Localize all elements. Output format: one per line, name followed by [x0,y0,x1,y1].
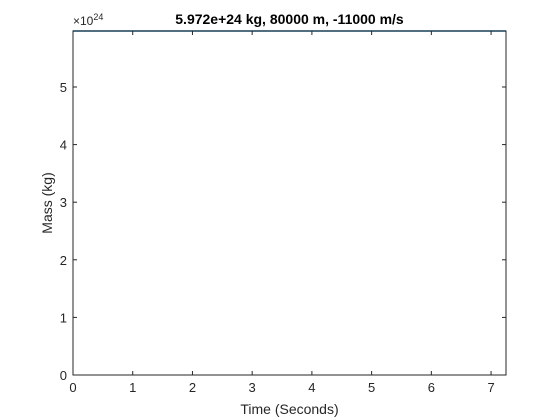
y-tick-label: 3 [60,195,67,210]
x-tick-label: 2 [189,380,196,395]
x-tick-label: 6 [428,380,435,395]
x-tick-label: 7 [487,380,494,395]
x-tick-label: 1 [129,380,136,395]
y-tick-label: 0 [60,368,67,383]
axes-background [73,31,506,375]
y-tick-label: 1 [60,310,67,325]
x-tick-label: 0 [69,380,76,395]
x-tick-label: 5 [368,380,375,395]
x-tick-label: 4 [308,380,315,395]
y-exponent-power: 24 [93,12,103,22]
y-tick-label: 5 [60,80,67,95]
x-axis-label: Time (Seconds) [240,401,338,417]
axes-box [72,30,507,376]
y-ticks: 0 1 2 3 4 5 [60,80,506,383]
x-ticks: 0 1 2 3 4 5 6 7 [69,31,495,395]
y-tick-label: 2 [60,253,67,268]
chart-title: 5.972e+24 kg, 80000 m, -11000 m/s [175,11,404,27]
x-tick-label: 3 [249,380,256,395]
y-exponent-label: ×1024 [73,12,103,28]
y-axis-label: Mass (kg) [39,172,55,233]
y-exponent-base: ×10 [73,14,94,28]
y-tick-label: 4 [60,138,67,153]
